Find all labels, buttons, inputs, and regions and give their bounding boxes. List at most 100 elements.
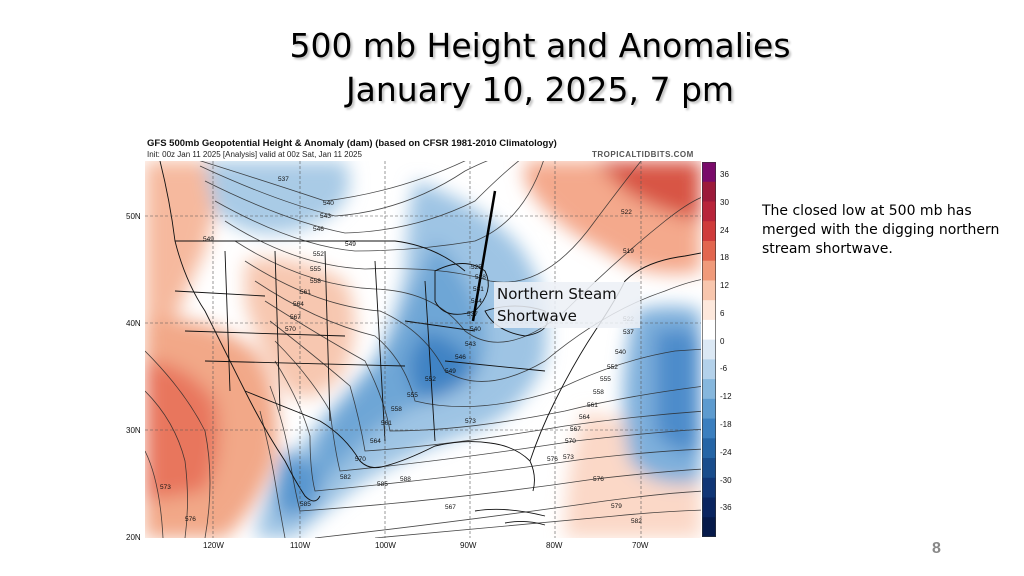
colorbar-label: 6 — [720, 308, 725, 318]
slide-title-line-2: January 10, 2025, 7 pm — [345, 70, 735, 109]
height-contour-label: 525 — [471, 264, 482, 271]
slide-title: 500 mb Height and Anomalies January 10, … — [230, 24, 850, 112]
anomaly-colorbar — [702, 162, 716, 537]
lon-label: 100W — [375, 541, 396, 550]
height-contour-label: 537 — [278, 176, 289, 183]
height-contour-label: 552 — [607, 364, 618, 371]
height-contour-label: 555 — [407, 392, 418, 399]
page-number: 8 — [932, 540, 941, 557]
height-contour-label: 540 — [615, 349, 626, 356]
height-contour-label: 558 — [391, 406, 402, 413]
colorbar-label: 36 — [720, 170, 729, 179]
colorbar-swatch — [702, 260, 716, 281]
lon-label: 110W — [290, 541, 311, 550]
lat-label: 20N — [126, 533, 141, 542]
height-contour-label: 570 — [285, 326, 296, 333]
height-contour-label: 573 — [160, 484, 171, 491]
colorbar-swatch — [702, 477, 716, 499]
slide-title-line-1: 500 mb Height and Anomalies — [289, 26, 791, 65]
height-contour-label: 567 — [570, 426, 581, 433]
height-contour-label: 579 — [611, 503, 622, 510]
height-contour-label: 567 — [290, 314, 301, 321]
colorbar-label: -18 — [720, 420, 732, 429]
annotation-line-2: Shortwave — [497, 307, 577, 325]
colorbar-swatch — [702, 517, 716, 537]
lat-lon-grid — [145, 161, 701, 538]
colorbar-border — [702, 162, 716, 537]
colorbar-label: -24 — [720, 447, 732, 457]
lat-label: 30N — [126, 426, 141, 435]
lat-label: 50N — [126, 212, 141, 221]
height-contour-label: 546 — [313, 226, 324, 233]
height-contour-label: 585 — [300, 501, 311, 508]
height-contour-label: 582 — [631, 518, 642, 525]
height-contour-label: 576 — [593, 476, 604, 483]
height-contour-label: 564 — [579, 414, 590, 421]
colorbar-swatch — [702, 418, 716, 439]
height-contour-label: 519 — [623, 248, 634, 255]
height-contour-label: 522 — [621, 209, 632, 216]
northern-stream-annotation: Northern Steam Shortwave — [494, 282, 640, 328]
map-init-valid-text: Init: 00z Jan 11 2025 [Analysis] valid a… — [147, 150, 362, 159]
height-contour-label: 555 — [600, 376, 611, 383]
annotation-line-1: Northern Steam — [497, 285, 617, 303]
colorbar-swatch — [702, 201, 716, 222]
lon-label: 120W — [203, 541, 224, 550]
colorbar-swatch — [702, 280, 716, 301]
height-contour-label: 540 — [470, 326, 481, 333]
height-contour-label: 543 — [465, 341, 476, 348]
height-contour-label: 555 — [310, 266, 321, 273]
height-contour-labels: 537 540 543 546 549 549 552 555 558 561 564 567 570 5… — [160, 176, 642, 525]
colorbar-swatch — [702, 339, 716, 360]
side-note: The closed low at 500 mb has merged with… — [762, 203, 1000, 257]
height-contour-label: 561 — [587, 402, 598, 409]
height-contour-label: 552 — [313, 251, 324, 258]
colorbar-label: 12 — [720, 281, 729, 291]
height-contour-label: 564 — [370, 438, 381, 445]
colorbar-swatch — [702, 398, 716, 420]
colorbar-label: -36 — [720, 503, 732, 513]
height-contour-label: 561 — [381, 420, 392, 427]
colorbar-swatch — [702, 359, 716, 380]
colorbar-swatch — [702, 438, 716, 459]
height-contour-label: 558 — [310, 278, 321, 285]
colorbar-swatch — [702, 221, 716, 242]
height-contour-label: 561 — [300, 289, 311, 296]
map-source-credit: TROPICALTIDBITS.COM — [592, 150, 694, 159]
height-contour-label: 576 — [185, 516, 196, 523]
colorbar-swatch — [702, 300, 716, 321]
anomaly-map: 537 540 543 546 549 549 552 555 558 561 564 567 570 5… — [145, 161, 701, 538]
colorbar-label: -12 — [720, 392, 732, 402]
colorbar-swatch — [702, 162, 716, 183]
height-contour-label: 570 — [565, 438, 576, 445]
anomaly-map-svg: 537 540 543 546 549 549 552 555 558 561 564 567 570 5… — [145, 161, 701, 538]
height-contour-label: 573 — [465, 418, 476, 425]
colorbar-label: 30 — [720, 197, 729, 207]
height-contour-label: 549 — [345, 241, 356, 248]
borders-and-coastlines — [159, 161, 701, 526]
colorbar-swatch — [702, 181, 716, 202]
height-contour-label: 570 — [355, 456, 366, 463]
lon-label: 70W — [632, 541, 649, 550]
height-contour-label: 558 — [593, 389, 604, 396]
height-contour-label: 540 — [323, 200, 334, 207]
height-contour-label: 543 — [320, 213, 331, 220]
height-contours — [145, 161, 701, 538]
lon-label: 90W — [460, 541, 477, 550]
shortwave-trough-axis — [471, 190, 497, 322]
colorbar-swatch — [702, 240, 716, 262]
colorbar-swatch — [702, 319, 716, 341]
height-contour-label: 534 — [471, 298, 482, 305]
height-contour-label: 573 — [563, 454, 574, 461]
colorbar-label: 24 — [720, 225, 729, 235]
height-contour-label: 546 — [455, 354, 466, 361]
height-contour-label: 576 — [547, 456, 558, 463]
height-contour-label: 528 — [475, 274, 486, 281]
colorbar-swatch — [702, 458, 716, 479]
height-contour-label: 549 — [203, 236, 214, 243]
colorbar-label: -6 — [720, 364, 728, 374]
colorbar-label: 0 — [720, 336, 725, 346]
height-contour-label: 567 — [445, 504, 456, 511]
height-contour-label: 537 — [467, 311, 478, 318]
height-contour-label: 552 — [425, 376, 436, 383]
